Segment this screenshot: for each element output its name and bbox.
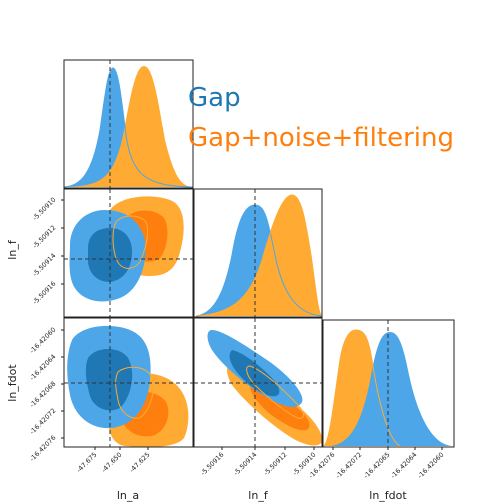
x-ticks-ln_a: -47.675 -47.650 -47.625 [75,447,151,474]
gap-contour-68-ln_fdot-ln_a [85,349,133,411]
frame-ln_f-vs-ln_a [63,188,194,318]
ytick-ln_fdot-2: -16.42068 [28,380,57,409]
panel-ln_fdot-vs-ln_a [63,317,194,448]
xlabel-ln_f: ln_f [248,489,269,502]
ytick-ln_fdot-0: -16.42060 [28,326,57,355]
panel-ln_a-marginal [63,59,194,189]
xtick-ln_fdot-1: -16.42072 [334,451,363,480]
xtick-ln_f-1: -5.50914 [232,451,258,477]
ytick-ln_fdot-1: -16.42064 [28,353,57,382]
frame-ln_fdot-vs-ln_a [63,317,194,448]
panel-ln_f-marginal [193,188,323,318]
gnf-outline-ln_f-ln_a [112,215,149,269]
gap-contour-68-ln_fdot-ln_f [229,350,280,397]
frame-ln_fdot-vs-ln_f [193,317,323,448]
ytick-ln_f-0: -5.50910 [31,196,57,222]
panel-ln_fdot-marginal [322,319,455,448]
xtick-ln_fdot-3: -16.42064 [389,451,418,480]
gnf-marginal-ln_f-outline [195,194,323,317]
gnf-marginal-ln_fdot-outline [323,329,401,447]
panel-ln_fdot-vs-ln_f [193,317,323,448]
ytick-ln_f-3: -5.50916 [31,280,57,306]
x-ticks-ln_f: -5.50916 -5.50914 -5.50912 -5.50910 [199,447,317,477]
y-ticks-ln_fdot: -16.42060 -16.42064 -16.42068 -16.42072 … [28,326,64,463]
xtick-ln_f-2: -5.50912 [262,451,288,477]
frame-ln_a-marginal [63,59,194,189]
xtick-ln_a-0: -47.675 [75,451,98,474]
xtick-ln_f-0: -5.50916 [199,451,225,477]
ytick-ln_fdot-3: -16.42072 [28,407,57,436]
gnf-outline-ln_fdot-ln_a [115,366,154,419]
ytick-ln_fdot-4: -16.42076 [28,434,57,463]
xtick-ln_a-2: -47.625 [128,451,151,474]
gnf-outline-ln_fdot-ln_f [246,365,305,419]
gnf-marginal-ln_a [64,66,193,187]
legend-gap-noise-filtering: Gap+noise+filtering [188,123,454,153]
ylabel-ln_fdot: ln_fdot [6,364,19,402]
y-ticks-ln_f: -5.50910 -5.50912 -5.50914 -5.50916 [31,196,64,306]
gap-marginal-ln_f [196,205,322,316]
ylabel-ln_f: ln_f [6,239,19,260]
gnf-marginal-ln_f [196,195,322,316]
frame-ln_f-marginal [193,188,323,318]
x-ticks-ln_fdot: -16.42076 -16.42072 -16.42065 -16.42064 … [307,447,445,480]
ytick-ln_f-2: -5.50914 [31,252,57,278]
xtick-ln_fdot-2: -16.42065 [362,451,391,480]
ytick-ln_f-1: -5.50912 [31,224,57,250]
panel-ln_f-vs-ln_a [63,188,194,318]
gap-marginal-ln_a [64,68,193,187]
gap-marginal-ln_a-outline [63,67,194,188]
xlabel-ln_a: ln_a [117,489,139,502]
gap-marginal-ln_fdot [330,332,452,446]
xlabel-ln_fdot: ln_fdot [369,489,407,502]
xtick-ln_fdot-4: -16.42060 [416,451,445,480]
xtick-ln_a-1: -47.650 [100,451,123,474]
legend-gap: Gap [188,83,241,113]
